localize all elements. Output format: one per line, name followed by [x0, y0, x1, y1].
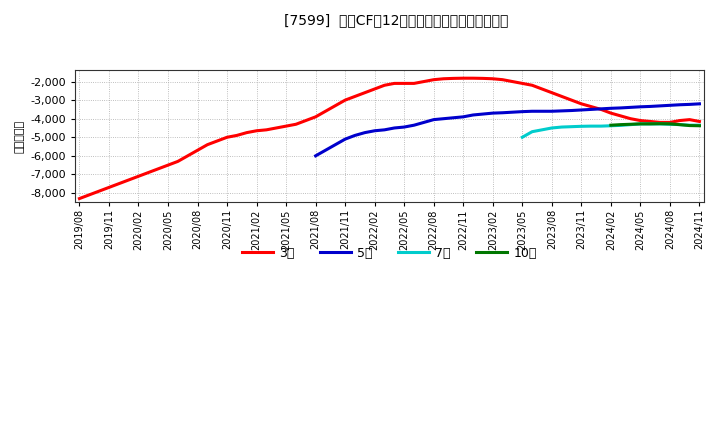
5年: [370, 128, 379, 133]
5年: [498, 110, 507, 115]
5年: [331, 142, 340, 147]
5年: [665, 103, 674, 108]
Line: 10年: 10年: [611, 124, 699, 126]
5年: [547, 109, 556, 114]
3年: [331, 103, 340, 108]
3年: [420, 79, 428, 84]
5年: [518, 109, 526, 114]
5年: [557, 108, 566, 114]
Line: 5年: 5年: [315, 104, 699, 156]
5年: [449, 115, 458, 121]
3年: [488, 76, 497, 81]
3年: [75, 196, 84, 201]
10年: [626, 121, 635, 127]
5年: [351, 133, 359, 138]
Legend: 3年, 5年, 7年, 10年: 3年, 5年, 7年, 10年: [237, 242, 542, 264]
10年: [695, 123, 703, 128]
5年: [479, 111, 487, 117]
5年: [626, 105, 635, 110]
5年: [636, 104, 644, 110]
5年: [390, 125, 399, 131]
Line: 3年: 3年: [79, 78, 699, 198]
7年: [528, 129, 536, 134]
5年: [439, 116, 448, 121]
5年: [695, 101, 703, 106]
5年: [597, 106, 606, 111]
7年: [577, 124, 585, 129]
5年: [646, 104, 654, 109]
5年: [429, 117, 438, 122]
5年: [459, 114, 467, 120]
5年: [488, 110, 497, 116]
5年: [675, 102, 684, 107]
5年: [420, 120, 428, 125]
7年: [557, 125, 566, 130]
7年: [695, 123, 703, 128]
10年: [606, 123, 615, 128]
7年: [656, 121, 665, 127]
5年: [685, 102, 694, 107]
Line: 7年: 7年: [522, 124, 699, 137]
5年: [380, 127, 389, 132]
7年: [538, 127, 546, 132]
7年: [587, 124, 595, 129]
3年: [695, 119, 703, 124]
7年: [685, 123, 694, 128]
7年: [626, 122, 635, 127]
3年: [380, 83, 389, 88]
5年: [469, 112, 477, 117]
3年: [154, 166, 163, 172]
Text: [7599]  投資CFの12か月移動合計の平均値の推移: [7599] 投資CFの12か月移動合計の平均値の推移: [284, 13, 508, 27]
7年: [616, 123, 625, 128]
10年: [616, 122, 625, 127]
7年: [646, 121, 654, 127]
10年: [665, 121, 674, 127]
10年: [675, 122, 684, 127]
5年: [321, 148, 330, 153]
3年: [459, 76, 467, 81]
5年: [508, 110, 517, 115]
5年: [656, 103, 665, 109]
7年: [606, 123, 615, 128]
5年: [528, 109, 536, 114]
5年: [341, 136, 349, 142]
10年: [646, 121, 654, 127]
7年: [665, 121, 674, 127]
5年: [616, 105, 625, 110]
5年: [361, 130, 369, 135]
10年: [636, 121, 644, 127]
7年: [547, 125, 556, 131]
7年: [518, 135, 526, 140]
5年: [538, 109, 546, 114]
7年: [675, 122, 684, 127]
5年: [587, 107, 595, 112]
5年: [410, 123, 418, 128]
10年: [656, 121, 665, 126]
5年: [606, 106, 615, 111]
7年: [567, 124, 576, 129]
7年: [597, 124, 606, 129]
5年: [311, 153, 320, 158]
5年: [567, 108, 576, 113]
Y-axis label: （百万円）: （百万円）: [15, 120, 25, 153]
5年: [577, 107, 585, 113]
5年: [400, 125, 408, 130]
10年: [685, 123, 694, 128]
3年: [479, 76, 487, 81]
7年: [636, 121, 644, 127]
